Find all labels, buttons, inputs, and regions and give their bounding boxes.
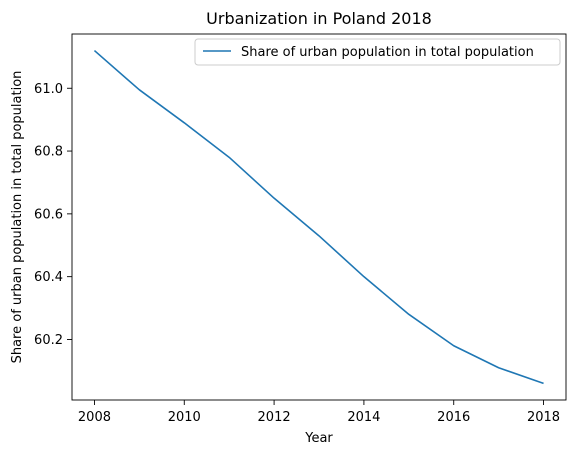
- legend: Share of urban population in total popul…: [194, 38, 561, 66]
- x-tick-label: 2018: [527, 410, 560, 425]
- y-tick-label: 60.6: [34, 207, 63, 222]
- series-line: [93, 49, 544, 385]
- x-tick-label: 2012: [258, 410, 291, 425]
- x-axis: 2008 2010 2012 2014 2016 2018: [78, 400, 560, 425]
- series-group: [93, 49, 544, 385]
- x-tick-label: 2010: [168, 410, 201, 425]
- y-tick-label: 60.2: [34, 333, 63, 348]
- x-tick-label: 2016: [437, 410, 470, 425]
- plot-frame: [71, 33, 567, 401]
- x-tick-label: 2008: [78, 410, 111, 425]
- legend-label: Share of urban population in total popul…: [241, 45, 534, 60]
- plot-area: [71, 33, 567, 401]
- y-tick-label: 60.8: [34, 145, 63, 160]
- y-tick-label: 61.0: [34, 82, 63, 97]
- y-tick-label: 60.4: [34, 270, 63, 285]
- x-tick-label: 2014: [347, 410, 380, 425]
- y-axis: 60.2 60.4 60.6 60.8 61.0: [34, 82, 72, 348]
- legend-box: [194, 38, 561, 66]
- chart-title: Urbanization in Poland 2018: [206, 9, 432, 28]
- y-axis-label: Share of urban population in total popul…: [10, 71, 25, 364]
- x-axis-label: Year: [304, 431, 333, 446]
